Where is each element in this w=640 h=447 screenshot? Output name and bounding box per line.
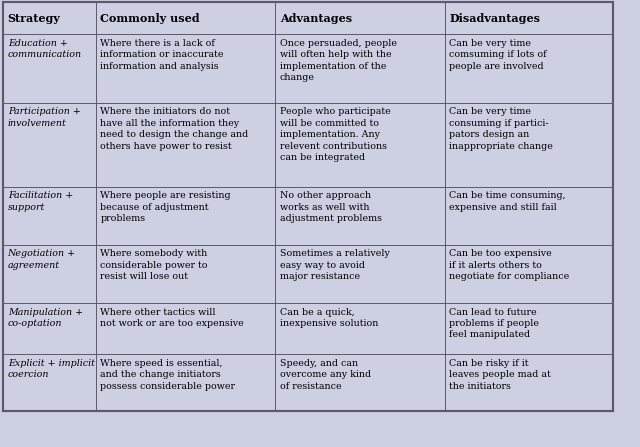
Text: Where the initiators do not
have all the information they
need to design the cha: Where the initiators do not have all the…: [100, 107, 249, 151]
Text: Commonly used: Commonly used: [100, 13, 200, 24]
Text: People who participate
will be committed to
implementation. Any
relevent contrib: People who participate will be committed…: [280, 107, 390, 162]
Text: Facilitation +
support: Facilitation + support: [8, 191, 73, 212]
Text: No other approach
works as well with
adjustment problems: No other approach works as well with adj…: [280, 191, 381, 223]
Text: Once persuaded, people
will often help with the
implementation of the
change: Once persuaded, people will often help w…: [280, 39, 397, 82]
Text: Disadvantages: Disadvantages: [449, 13, 540, 24]
Text: Negotiation +
agreement: Negotiation + agreement: [8, 249, 76, 270]
Text: Can be very time
consuming if partici-
pators design an
inappropriate change: Can be very time consuming if partici- p…: [449, 107, 553, 151]
Text: Can be too expensive
if it alerts others to
negotiate for compliance: Can be too expensive if it alerts others…: [449, 249, 570, 281]
Text: Can be risky if it
leaves people mad at
the initiators: Can be risky if it leaves people mad at …: [449, 359, 551, 391]
Text: Where other tactics will
not work or are too expensive: Where other tactics will not work or are…: [100, 308, 244, 328]
Text: Education +
communication: Education + communication: [8, 39, 82, 59]
Text: Can lead to future
problems if people
feel manipulated: Can lead to future problems if people fe…: [449, 308, 540, 339]
Text: Where there is a lack of
information or inaccurate
information and analysis: Where there is a lack of information or …: [100, 39, 224, 71]
Text: Sometimes a relatively
easy way to avoid
major resistance: Sometimes a relatively easy way to avoid…: [280, 249, 390, 281]
Text: Where speed is essential,
and the change initiators
possess considerable power: Where speed is essential, and the change…: [100, 359, 236, 391]
Text: Speedy, and can
overcome any kind
of resistance: Speedy, and can overcome any kind of res…: [280, 359, 371, 391]
Text: Can be time consuming,
expensive and still fail: Can be time consuming, expensive and sti…: [449, 191, 566, 212]
Text: Where somebody with
considerable power to
resist will lose out: Where somebody with considerable power t…: [100, 249, 208, 281]
Text: Advantages: Advantages: [280, 13, 352, 24]
Text: Strategy: Strategy: [8, 13, 61, 24]
Text: Where people are resisting
because of adjustment
problems: Where people are resisting because of ad…: [100, 191, 231, 223]
Text: Explicit + implicit
coercion: Explicit + implicit coercion: [8, 359, 95, 380]
Text: Can be a quick,
inexpensive solution: Can be a quick, inexpensive solution: [280, 308, 378, 328]
Text: Can be very time
comsuming if lots of
people are involved: Can be very time comsuming if lots of pe…: [449, 39, 547, 71]
Text: Manipulation +
co-optation: Manipulation + co-optation: [8, 308, 83, 328]
Text: Participation +
involvement: Participation + involvement: [8, 107, 81, 128]
